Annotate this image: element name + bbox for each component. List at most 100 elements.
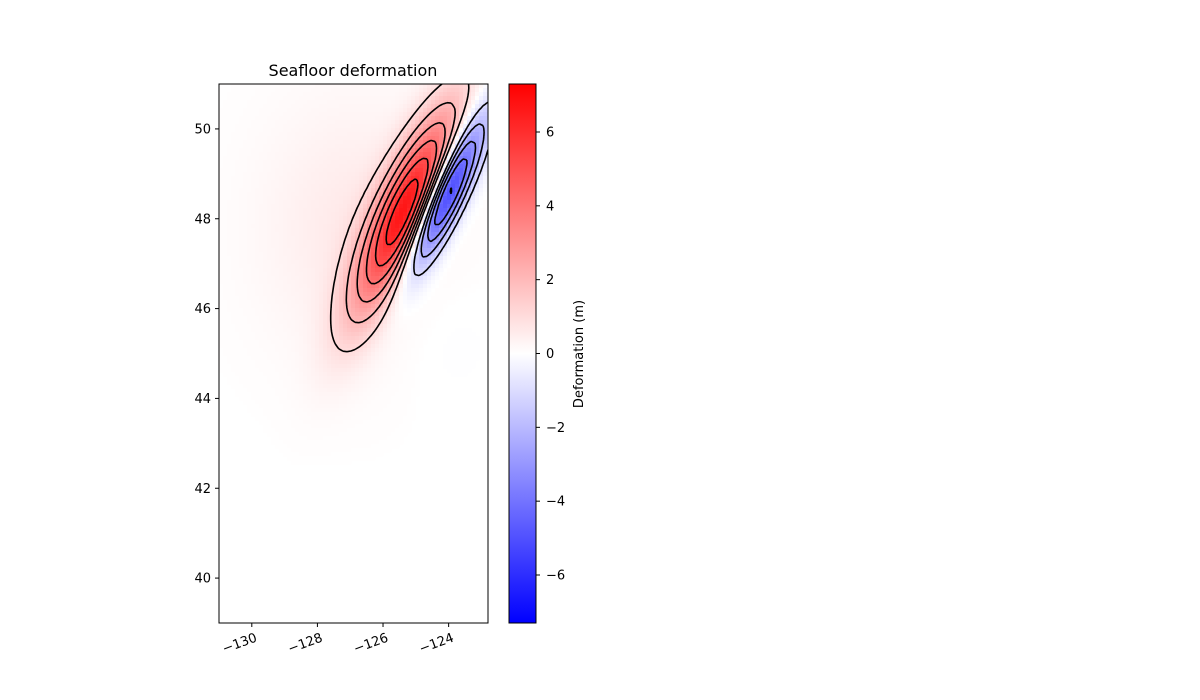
- field-cell: [363, 316, 368, 321]
- field-cell: [255, 292, 260, 297]
- field-cell: [311, 236, 316, 241]
- field-cell: [391, 340, 396, 345]
- field-cell: [231, 324, 236, 329]
- field-cell: [435, 316, 440, 321]
- field-cell: [327, 296, 332, 301]
- field-cell: [427, 220, 432, 225]
- field-cell: [367, 364, 372, 369]
- field-cell: [307, 156, 312, 161]
- field-cell: [419, 208, 424, 213]
- field-cell: [383, 132, 388, 137]
- field-cell: [275, 184, 280, 189]
- field-cell: [403, 84, 408, 89]
- field-cell: [327, 128, 332, 133]
- field-cell: [343, 376, 348, 381]
- field-cell: [351, 296, 356, 301]
- field-cell: [399, 372, 404, 377]
- field-cell: [275, 236, 280, 241]
- field-cell: [223, 288, 228, 293]
- field-cell: [307, 392, 312, 397]
- field-cell: [247, 100, 252, 105]
- field-cell: [271, 124, 276, 129]
- field-cell: [387, 156, 392, 161]
- field-cell: [235, 140, 240, 145]
- field-cell: [239, 376, 244, 381]
- field-cell: [267, 300, 272, 305]
- field-cell: [351, 304, 356, 309]
- field-cell: [255, 176, 260, 181]
- field-cell: [235, 212, 240, 217]
- field-cell: [239, 116, 244, 121]
- field-cell: [323, 348, 328, 353]
- field-cell: [347, 236, 352, 241]
- field-cell: [283, 256, 288, 261]
- field-cell: [299, 116, 304, 121]
- field-cell: [359, 280, 364, 285]
- field-cell: [259, 260, 264, 265]
- field-cell: [247, 384, 252, 389]
- field-cell: [399, 184, 404, 189]
- field-cell: [223, 192, 228, 197]
- field-cell: [391, 360, 396, 365]
- field-cell: [299, 160, 304, 165]
- field-cell: [403, 392, 408, 397]
- field-cell: [291, 376, 296, 381]
- field-cell: [327, 340, 332, 345]
- field-cell: [407, 240, 412, 245]
- field-cell: [327, 284, 332, 289]
- field-cell: [223, 320, 228, 325]
- field-cell: [311, 356, 316, 361]
- field-cell: [243, 244, 248, 249]
- field-cell: [227, 272, 232, 277]
- field-cell: [291, 372, 296, 377]
- field-cell: [315, 104, 320, 109]
- field-cell: [295, 300, 300, 305]
- field-cell: [435, 308, 440, 313]
- field-cell: [371, 84, 376, 89]
- field-cell: [231, 376, 236, 381]
- field-cell: [467, 128, 472, 133]
- field-cell: [223, 168, 228, 173]
- field-cell: [319, 244, 324, 249]
- field-cell: [227, 204, 232, 209]
- field-cell: [311, 352, 316, 357]
- field-cell: [263, 160, 268, 165]
- field-cell: [367, 108, 372, 113]
- field-cell: [299, 232, 304, 237]
- field-cell: [247, 252, 252, 257]
- field-cell: [415, 292, 420, 297]
- field-cell: [227, 348, 232, 353]
- field-cell: [343, 356, 348, 361]
- field-cell: [375, 104, 380, 109]
- field-cell: [303, 388, 308, 393]
- field-cell: [367, 284, 372, 289]
- field-cell: [319, 140, 324, 145]
- field-cell: [367, 204, 372, 209]
- field-cell: [319, 260, 324, 265]
- field-cell: [223, 88, 228, 93]
- field-cell: [227, 212, 232, 217]
- field-cell: [299, 176, 304, 181]
- field-cell: [483, 224, 488, 229]
- field-cell: [479, 232, 484, 237]
- field-cell: [283, 104, 288, 109]
- field-cell: [283, 156, 288, 161]
- field-cell: [307, 296, 312, 301]
- field-cell: [227, 152, 232, 157]
- field-cell: [243, 276, 248, 281]
- field-cell: [255, 308, 260, 313]
- field-cell: [263, 384, 268, 389]
- field-cell: [323, 388, 328, 393]
- field-cell: [463, 332, 468, 337]
- field-cell: [403, 148, 408, 153]
- field-cell: [307, 280, 312, 285]
- field-cell: [255, 332, 260, 337]
- field-cell: [371, 236, 376, 241]
- field-cell: [323, 192, 328, 197]
- field-cell: [327, 264, 332, 269]
- field-cell: [251, 388, 256, 393]
- field-cell: [223, 96, 228, 101]
- field-cell: [283, 88, 288, 93]
- field-cell: [227, 304, 232, 309]
- field-cell: [351, 136, 356, 141]
